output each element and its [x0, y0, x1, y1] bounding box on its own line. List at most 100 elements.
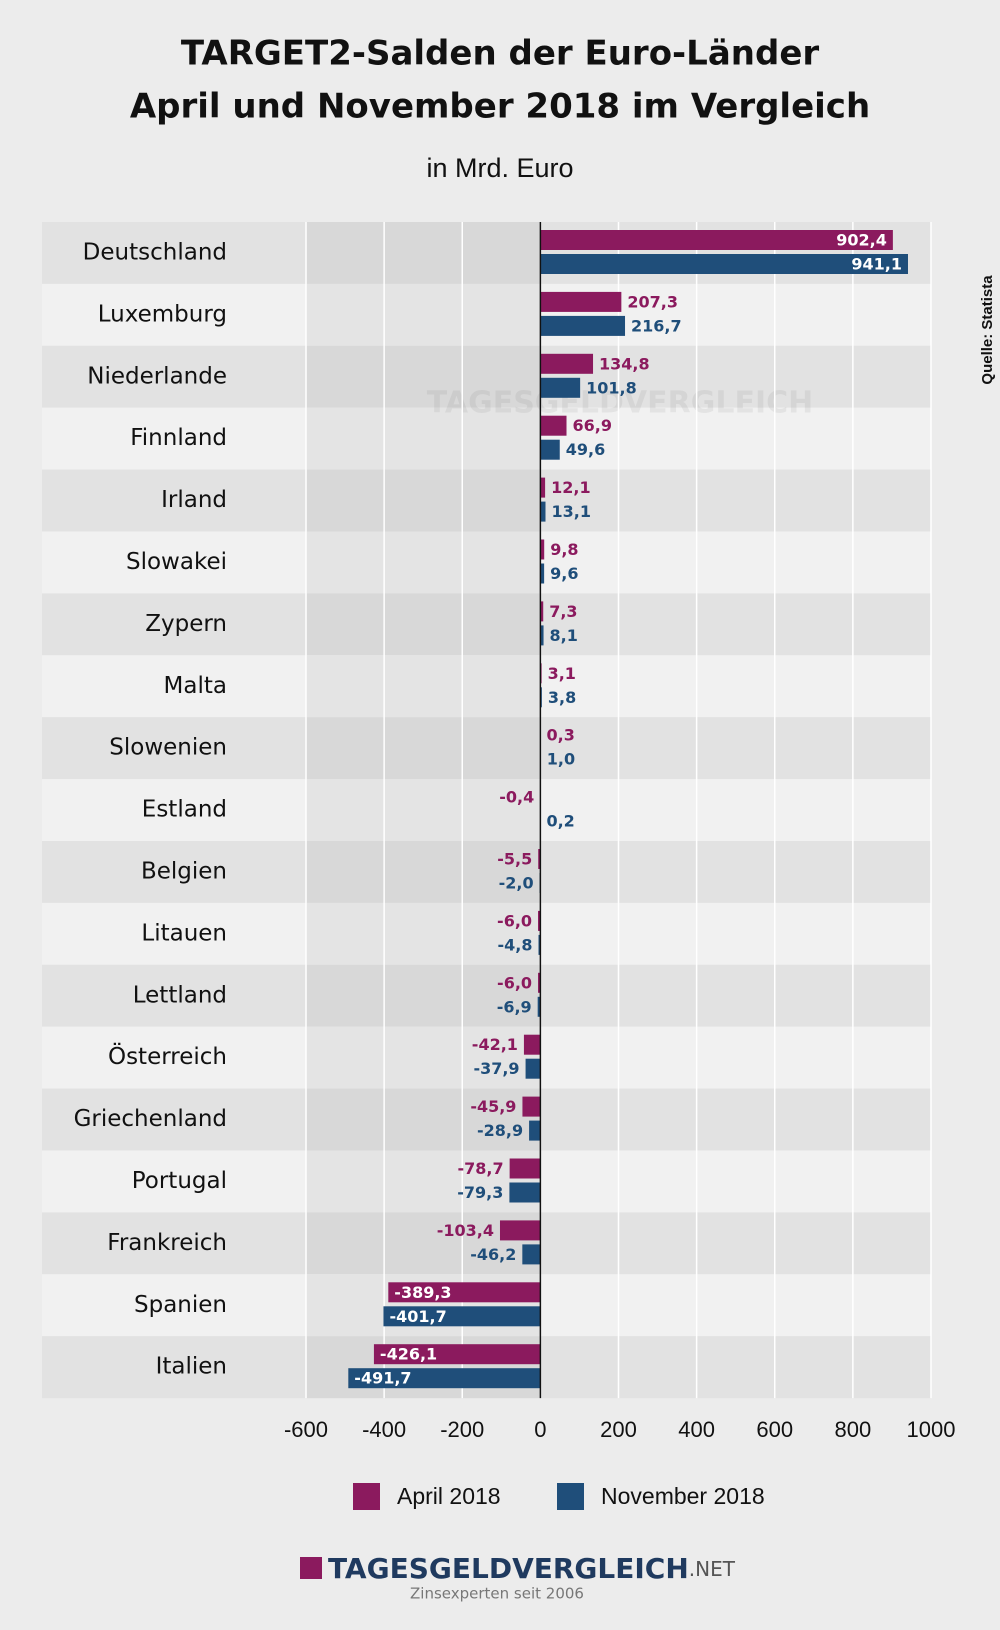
- plot-band: [306, 407, 541, 470]
- logo: TAGESGELDVERGLEICH.NET Zinsexperten seit…: [300, 1552, 736, 1603]
- value-label: -6,0: [497, 911, 532, 930]
- bar: [348, 1368, 541, 1389]
- y-tick-label: Portugal: [132, 1168, 227, 1194]
- y-tick-label: Lettland: [133, 982, 227, 1008]
- y-tick-label: Estland: [142, 797, 227, 823]
- x-tick-label: 0: [534, 1417, 546, 1442]
- x-tick-label: 200: [600, 1417, 637, 1442]
- plot-band: [306, 655, 541, 718]
- bar: [538, 934, 541, 955]
- bar: [383, 1306, 541, 1327]
- x-tick-label: -400: [362, 1417, 406, 1442]
- value-label: 216,7: [631, 316, 682, 335]
- legend-label: November 2018: [601, 1483, 765, 1509]
- bar: [499, 1220, 541, 1241]
- value-label: 207,3: [627, 292, 678, 311]
- value-label: -28,9: [477, 1121, 523, 1140]
- plot-band: [306, 345, 541, 408]
- legend-swatch: [557, 1483, 584, 1510]
- watermark: TAGESGELDVERGLEICH: [427, 386, 814, 421]
- bar: [540, 291, 622, 312]
- bar: [540, 315, 626, 336]
- y-tick-label: Spanien: [134, 1292, 227, 1318]
- value-label: -103,4: [437, 1221, 494, 1240]
- value-label: -45,9: [470, 1097, 516, 1116]
- bar: [525, 1058, 541, 1079]
- plot-band: [306, 779, 541, 841]
- bar: [388, 1282, 541, 1303]
- bar: [540, 439, 560, 460]
- y-tick-label: Niederlande: [87, 363, 227, 389]
- y-tick-label: Griechenland: [74, 1106, 227, 1132]
- plot-band: [306, 964, 541, 1027]
- bar: [522, 1244, 541, 1265]
- logo-tagline: Zinsexperten seit 2006: [410, 1585, 584, 1603]
- y-tick-label: Belgien: [141, 858, 227, 884]
- value-label: -389,3: [394, 1283, 451, 1302]
- bar: [540, 539, 545, 560]
- value-label: 13,1: [551, 502, 590, 521]
- value-label: 9,6: [550, 564, 578, 583]
- source: Quelle: Statista: [979, 275, 996, 385]
- bar: [538, 849, 541, 869]
- value-label: 3,1: [548, 664, 576, 683]
- bar: [540, 377, 581, 398]
- value-label: -5,5: [497, 850, 532, 869]
- plot-band: [306, 593, 541, 656]
- bar: [509, 1158, 541, 1179]
- plot-band: [306, 469, 541, 532]
- legend-swatch: [353, 1483, 380, 1510]
- value-label: 66,9: [573, 416, 612, 435]
- bar: [540, 230, 893, 250]
- y-tick-label: Malta: [164, 673, 227, 699]
- x-tick-label: -200: [440, 1417, 484, 1442]
- bar: [540, 501, 546, 522]
- bar: [540, 601, 544, 622]
- value-label: -42,1: [472, 1035, 518, 1054]
- value-label: -2,0: [499, 874, 534, 893]
- bar: [537, 996, 541, 1017]
- value-label: -491,7: [354, 1369, 411, 1388]
- plot-band: [306, 717, 541, 780]
- bar: [540, 254, 908, 274]
- bar: [540, 625, 544, 646]
- chart-subtitle: in Mrd. Euro: [426, 153, 573, 183]
- y-tick-label: Slowakei: [126, 549, 227, 575]
- chart-title: TARGET2-Salden der Euro-Länder: [181, 34, 820, 74]
- x-tick-label: 600: [756, 1417, 793, 1442]
- bar: [529, 1120, 541, 1141]
- bar: [373, 1344, 541, 1365]
- y-tick-label: Litauen: [141, 920, 227, 946]
- y-tick-label: Irland: [161, 487, 227, 513]
- bar: [538, 910, 541, 931]
- value-label: -4,8: [498, 935, 533, 954]
- plot-band: [306, 902, 541, 965]
- x-tick-label: 1000: [907, 1417, 956, 1442]
- value-label: 3,8: [548, 688, 576, 707]
- value-label: 9,8: [550, 540, 578, 559]
- value-label: 0,2: [546, 812, 574, 831]
- value-label: 8,1: [550, 626, 578, 645]
- y-tick-label: Deutschland: [83, 239, 227, 265]
- bar: [540, 563, 545, 584]
- logo-text: TAGESGELDVERGLEICH.NET: [328, 1552, 736, 1585]
- value-label: -6,9: [497, 997, 532, 1016]
- value-label: 12,1: [551, 478, 590, 497]
- plot-band: [306, 841, 541, 903]
- y-tick-label: Luxemburg: [98, 301, 227, 327]
- plot-band: [306, 1026, 541, 1089]
- bar: [540, 353, 594, 374]
- bar: [523, 1034, 541, 1055]
- legend: April 2018 November 2018: [353, 1483, 765, 1510]
- plot-band: [306, 283, 541, 346]
- y-tick-label: Slowenien: [109, 735, 227, 761]
- plot-band: [306, 1088, 541, 1151]
- value-label: -6,0: [497, 973, 532, 992]
- value-label: -426,1: [380, 1345, 437, 1364]
- legend-label: April 2018: [397, 1483, 501, 1509]
- plot-band: [306, 1150, 541, 1213]
- value-label: -46,2: [470, 1245, 516, 1264]
- value-label: -78,7: [458, 1159, 504, 1178]
- value-label: 902,4: [836, 231, 887, 250]
